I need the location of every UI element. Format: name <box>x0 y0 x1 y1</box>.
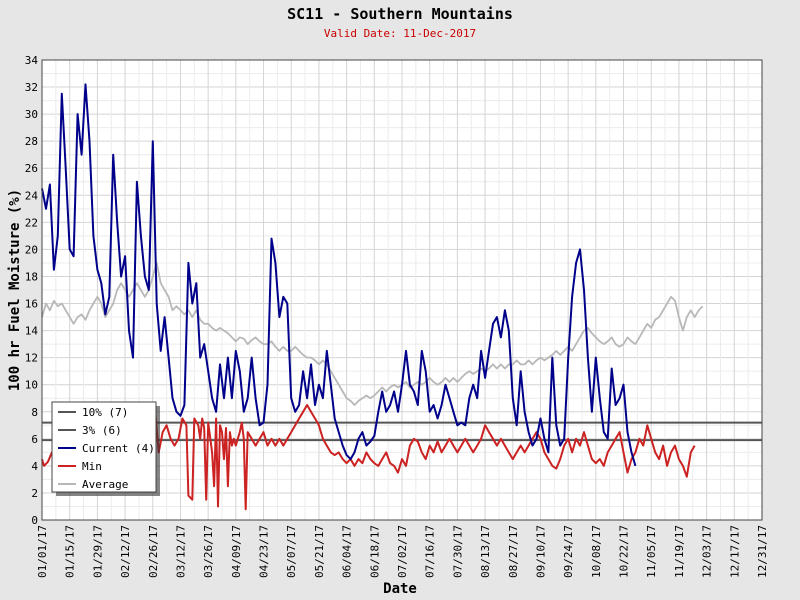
x-tick-label: 03/12/17 <box>174 525 187 578</box>
x-tick-label: 11/19/17 <box>673 525 686 578</box>
y-tick-label: 0 <box>31 514 38 527</box>
y-tick-label: 22 <box>25 216 38 229</box>
x-tick-label: 01/29/17 <box>91 525 104 578</box>
y-tick-label: 20 <box>25 243 38 256</box>
x-tick-label: 12/31/17 <box>756 525 769 578</box>
y-tick-label: 18 <box>25 270 38 283</box>
x-tick-label: 02/26/17 <box>147 525 160 578</box>
x-tick-label: 04/09/17 <box>230 525 243 578</box>
y-tick-label: 8 <box>31 406 38 419</box>
x-tick-label: 08/27/17 <box>507 525 520 578</box>
legend-label-10pct: 10% (7) <box>82 406 128 419</box>
y-axis-title: 100 hr Fuel Moisture (%) <box>7 189 23 391</box>
x-tick-label: 01/01/17 <box>36 525 49 578</box>
current-series-line <box>41 83 637 467</box>
x-tick-labels: 01/01/17 01/15/17 01/29/17 02/12/17 02/26/17… <box>36 525 769 578</box>
y-tick-label: 30 <box>25 108 38 121</box>
y-tick-label: 4 <box>31 460 38 473</box>
y-tick-label: 6 <box>31 433 38 446</box>
legend: 10% (7) 3% (6) Current (4) Min Average <box>51 401 160 496</box>
y-tick-label: 2 <box>31 487 38 500</box>
chart-subtitle: Valid Date: 11-Dec-2017 <box>324 27 476 40</box>
x-tick-label: 05/21/17 <box>313 525 326 578</box>
x-tick-label: 07/02/17 <box>396 525 409 578</box>
x-tick-label: 06/04/17 <box>341 525 354 578</box>
x-tick-label: 07/16/17 <box>424 525 437 578</box>
y-tick-label: 10 <box>25 379 38 392</box>
y-tick-label: 32 <box>25 81 38 94</box>
legend-label-current: Current (4) <box>82 442 155 455</box>
x-tick-label: 12/17/17 <box>728 525 741 578</box>
x-tick-label: 04/23/17 <box>258 525 271 578</box>
y-tick-label: 34 <box>25 54 39 67</box>
legend-label-min: Min <box>82 460 102 473</box>
x-tick-label: 09/24/17 <box>562 525 575 578</box>
plot-border <box>41 59 763 521</box>
legend-label-3pct: 3% (6) <box>82 424 122 437</box>
x-tick-label: 10/08/17 <box>590 525 603 578</box>
y-tick-label: 14 <box>25 325 39 338</box>
chart-title: SC11 - Southern Mountains <box>287 5 513 23</box>
x-tick-label: 07/30/17 <box>451 525 464 578</box>
y-tick-label: 28 <box>25 135 38 148</box>
x-tick-label: 08/13/17 <box>479 525 492 578</box>
x-axis-title: Date <box>383 581 417 597</box>
y-tick-label: 24 <box>25 189 39 202</box>
average-series-line <box>41 261 704 406</box>
x-tick-label: 10/22/17 <box>618 525 631 578</box>
x-tick-label: 06/18/17 <box>368 525 381 578</box>
x-tick-label: 11/05/17 <box>645 525 658 578</box>
x-tick-label: 09/10/17 <box>534 525 547 578</box>
x-tick-label: 01/15/17 <box>64 525 77 578</box>
y-tick-label: 26 <box>25 162 38 175</box>
x-tick-label: 02/12/17 <box>119 525 132 578</box>
y-tick-label: 16 <box>25 298 38 311</box>
x-tick-label: 12/03/17 <box>701 525 714 578</box>
y-tick-label: 12 <box>25 352 38 365</box>
x-tick-label: 03/26/17 <box>202 525 215 578</box>
x-tick-label: 05/07/17 <box>285 525 298 578</box>
legend-label-average: Average <box>82 478 128 491</box>
